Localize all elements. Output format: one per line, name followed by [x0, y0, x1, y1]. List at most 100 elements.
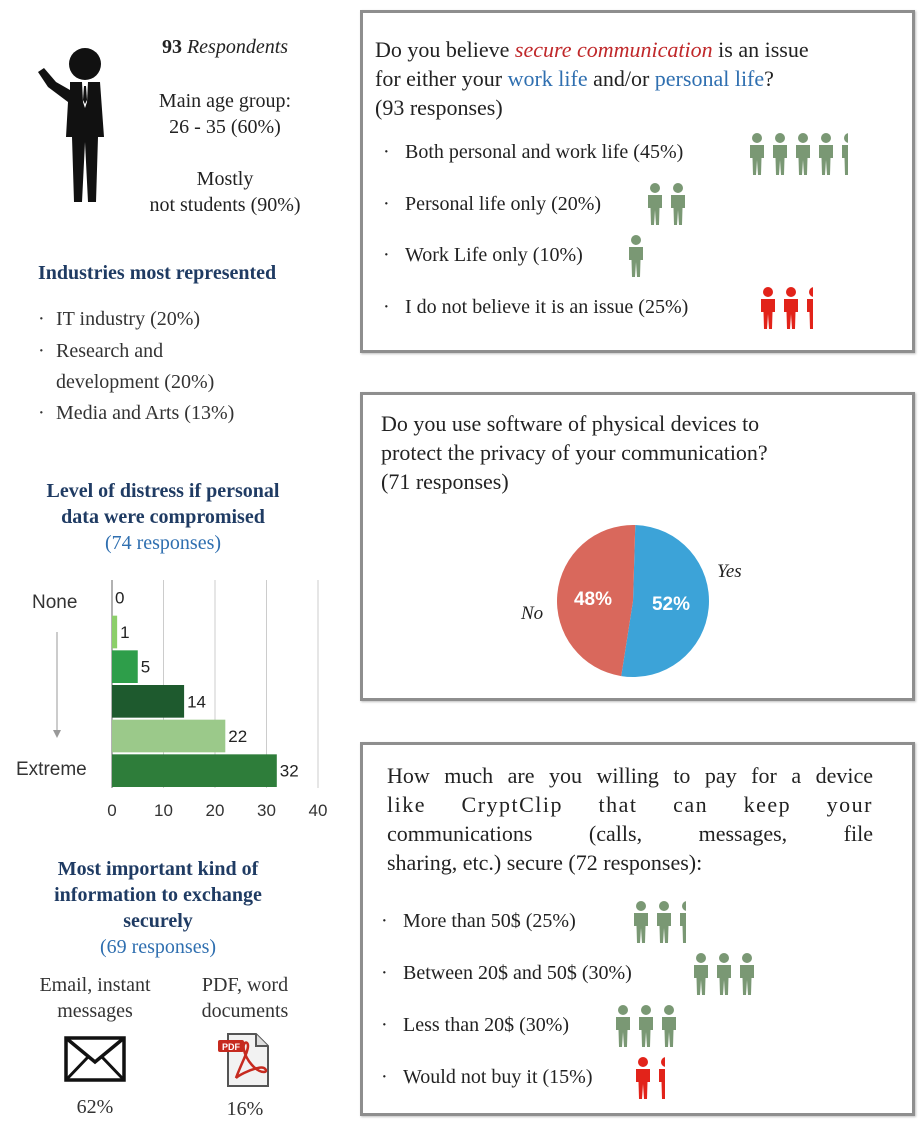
- person-icon: [717, 953, 731, 995]
- person-icon: [634, 901, 648, 943]
- question-box-privacy-tools: Do you use software of physical devices …: [360, 392, 915, 701]
- distress-responses: (74 responses): [104, 532, 222, 554]
- envelope-icon: [64, 1036, 126, 1082]
- respondents-number: 93: [161, 36, 182, 58]
- pie-no-percentage: 48%: [574, 589, 612, 610]
- person-icon: [657, 901, 671, 943]
- person-icon: [796, 133, 810, 175]
- x-tick-label: 0: [107, 801, 116, 820]
- students-line2: not students (90%): [149, 194, 301, 216]
- q1-line2: for either your work life and/or persona…: [375, 66, 774, 91]
- industry-item: · Media and Arts (13%): [38, 402, 235, 424]
- person-icon: [784, 287, 798, 329]
- pdf-percentage: 16%: [226, 1098, 264, 1120]
- q3-option: · Less than 20$ (30%): [381, 1014, 570, 1036]
- q3-line4: sharing, etc.) secure (72 responses):: [387, 850, 703, 875]
- q1-option: · Both personal and work life (45%): [383, 141, 684, 163]
- q1-personal-life: personal life: [654, 66, 765, 91]
- q1-option-people-icons: [749, 133, 848, 175]
- distress-bar: [112, 754, 277, 787]
- pie-no-label: No: [520, 603, 543, 624]
- distress-bar: [112, 685, 185, 718]
- label-extreme: Extreme: [16, 759, 87, 780]
- person-icon: [761, 287, 775, 329]
- pie-slice-no: [556, 525, 636, 677]
- info-title-line1: Most important kind of: [57, 858, 259, 880]
- age-group-line2: 26 - 35 (60%): [169, 116, 281, 138]
- pie-yes-label: Yes: [717, 561, 742, 582]
- q1-option: · I do not believe it is an issue (25%): [383, 296, 689, 318]
- industries-title: Industries most represented: [38, 262, 277, 284]
- x-tick-label: 10: [154, 801, 173, 820]
- person-icon: [807, 287, 813, 329]
- email-label-line1: Email, instant: [39, 974, 151, 996]
- q1-work-life: work life: [507, 66, 588, 91]
- bar-value-label: 0: [115, 588, 124, 607]
- scale-arrow-head: [53, 730, 61, 738]
- age-group-line1: Main age group:: [158, 90, 292, 112]
- pdf-label-line2: documents: [201, 1000, 289, 1022]
- respondents-label: Respondents: [186, 36, 289, 58]
- info-title-line2: information to exchange: [54, 884, 262, 906]
- q3-option: · Between 20$ and 50$ (30%): [381, 962, 632, 984]
- industry-item: · Research and: [38, 340, 164, 362]
- distress-bar: [112, 719, 226, 753]
- person-icon: [648, 183, 662, 225]
- person-icon: [680, 901, 686, 943]
- x-tick-label: 40: [309, 801, 328, 820]
- person-icon: [773, 133, 787, 175]
- bar-value-label: 14: [187, 692, 206, 711]
- pdf-document-icon: PDF: [218, 1033, 269, 1087]
- q1-highlight: secure communication: [514, 37, 713, 62]
- bar-value-label: 1: [120, 623, 129, 642]
- info-title-line3: securely: [123, 910, 193, 932]
- businessman-icon: [38, 48, 104, 202]
- industry-item-cont: development (20%): [56, 371, 215, 393]
- q1-option-people-icons: [760, 287, 813, 329]
- person-icon: [616, 1005, 630, 1047]
- pdf-label-line1: PDF, word: [201, 974, 289, 996]
- distress-bar: [112, 650, 138, 683]
- distress-title-line1: Level of distress if personal: [46, 480, 280, 502]
- q2-line2: protect the privacy of your communicatio…: [381, 440, 768, 465]
- person-icon: [671, 183, 685, 225]
- distress-title-line2: data were compromised: [61, 506, 265, 528]
- person-icon: [662, 1005, 676, 1047]
- person-icon: [639, 1005, 653, 1047]
- q3-line1: How much are you willing to pay for a de…: [387, 763, 873, 788]
- email-percentage: 62%: [76, 1096, 114, 1118]
- person-icon: [694, 953, 708, 995]
- person-icon: [819, 133, 833, 175]
- bar-value-label: 5: [141, 658, 150, 677]
- x-tick-label: 20: [206, 801, 225, 820]
- question-box-concern: Do you believe secure communication is a…: [360, 10, 915, 353]
- bar-value-label: 22: [228, 727, 247, 746]
- person-icon: [659, 1057, 665, 1099]
- privacy-pie-chart: 48% 52% Yes No: [520, 525, 742, 677]
- q3-option-people-icons: [633, 901, 686, 943]
- q3-option: · Would not buy it (15%): [381, 1066, 593, 1088]
- q1-line1: Do you believe secure communication is a…: [375, 37, 809, 62]
- person-icon: [842, 133, 848, 175]
- bar-value-label: 32: [280, 762, 299, 781]
- email-label-line2: messages: [57, 1000, 133, 1022]
- q3-line2: like CryptClip that can keep your: [387, 792, 873, 817]
- q1-option: · Work Life only (10%): [383, 244, 583, 266]
- q3-option: · More than 50$ (25%): [381, 910, 576, 932]
- question-box-willingness-to-pay: How much are you willing to pay for a de…: [360, 742, 915, 1116]
- respondents-count: 93 Respondents: [120, 36, 330, 59]
- q1-option: · Personal life only (20%): [383, 193, 602, 215]
- distress-bar: [112, 615, 118, 649]
- q1-option-people-icons: [647, 183, 687, 225]
- q1-responses: (93 responses): [375, 95, 503, 120]
- x-tick-label: 30: [257, 801, 276, 820]
- pie-slice-yes: [621, 525, 709, 677]
- q3-option-people-icons: [615, 1005, 678, 1047]
- distress-bar-chart: None Extreme 0 15 14 22 32 0 10 20 30 40: [16, 580, 328, 820]
- person-icon: [629, 235, 643, 277]
- q3-option-people-icons: [693, 953, 756, 995]
- person-icon: [740, 953, 754, 995]
- svg-text:PDF: PDF: [222, 1042, 241, 1052]
- label-none: None: [32, 592, 77, 613]
- q3-option-people-icons: [635, 1057, 665, 1099]
